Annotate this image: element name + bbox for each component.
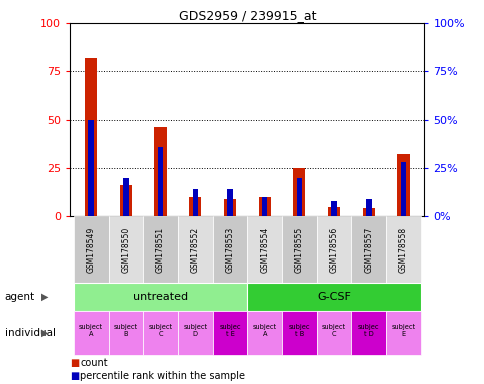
Bar (74, 283, 247, 311)
Bar (351, 216, 385, 283)
Text: agent: agent (5, 292, 35, 302)
Text: G-CSF: G-CSF (317, 292, 350, 302)
Text: GSM178550: GSM178550 (121, 227, 130, 273)
Bar (397, 154, 409, 216)
Bar (192, 189, 197, 216)
Text: GSM178558: GSM178558 (398, 227, 407, 273)
Text: untreated: untreated (133, 292, 188, 302)
Bar (385, 216, 420, 283)
Text: GSM178549: GSM178549 (87, 227, 95, 273)
Text: GSM178555: GSM178555 (294, 227, 303, 273)
Bar (212, 311, 247, 355)
Bar (189, 197, 201, 216)
Bar (247, 283, 420, 311)
Text: subject
A: subject A (252, 324, 276, 338)
Text: subject
B: subject B (114, 324, 137, 338)
Bar (212, 216, 247, 283)
Text: ▶: ▶ (41, 328, 48, 338)
Bar (154, 127, 166, 216)
Text: subject
C: subject C (148, 324, 172, 338)
Text: percentile rank within the sample: percentile rank within the sample (80, 371, 244, 381)
Bar (88, 120, 94, 216)
Text: individual: individual (5, 328, 56, 338)
Text: subject
A: subject A (79, 324, 103, 338)
Bar (293, 168, 305, 216)
Bar (400, 162, 406, 216)
Text: subjec
t E: subjec t E (219, 324, 240, 338)
Bar (296, 177, 302, 216)
Bar (316, 216, 351, 283)
Bar (362, 209, 374, 216)
Text: ■: ■ (70, 371, 79, 381)
Bar (123, 177, 128, 216)
Text: ■: ■ (70, 358, 79, 368)
Bar (247, 311, 282, 355)
Text: GSM178552: GSM178552 (190, 227, 199, 273)
Text: GSM178553: GSM178553 (225, 227, 234, 273)
Bar (365, 199, 371, 216)
Bar (74, 216, 108, 283)
Bar (178, 311, 212, 355)
Bar (74, 311, 108, 355)
Bar (258, 197, 270, 216)
Text: GSM178556: GSM178556 (329, 227, 338, 273)
Bar (224, 199, 236, 216)
Text: GSM178554: GSM178554 (260, 227, 269, 273)
Bar (108, 311, 143, 355)
Text: subject
D: subject D (183, 324, 207, 338)
Bar (261, 197, 267, 216)
Bar (331, 201, 336, 216)
Bar (157, 147, 163, 216)
Text: subject
C: subject C (321, 324, 346, 338)
Bar (385, 311, 420, 355)
Text: subject
E: subject E (391, 324, 415, 338)
Bar (178, 216, 212, 283)
Text: ▶: ▶ (41, 292, 48, 302)
Bar (120, 185, 132, 216)
Bar (316, 311, 351, 355)
Text: subjec
t D: subjec t D (357, 324, 379, 338)
Title: GDS2959 / 239915_at: GDS2959 / 239915_at (178, 9, 316, 22)
Bar (143, 311, 178, 355)
Text: subjec
t B: subjec t B (288, 324, 310, 338)
Text: GSM178551: GSM178551 (156, 227, 165, 273)
Bar (351, 311, 385, 355)
Bar (85, 58, 97, 216)
Text: count: count (80, 358, 107, 368)
Bar (282, 311, 316, 355)
Text: GSM178557: GSM178557 (363, 227, 373, 273)
Bar (108, 216, 143, 283)
Bar (227, 189, 232, 216)
Bar (282, 216, 316, 283)
Bar (327, 207, 339, 216)
Bar (247, 216, 282, 283)
Bar (143, 216, 178, 283)
